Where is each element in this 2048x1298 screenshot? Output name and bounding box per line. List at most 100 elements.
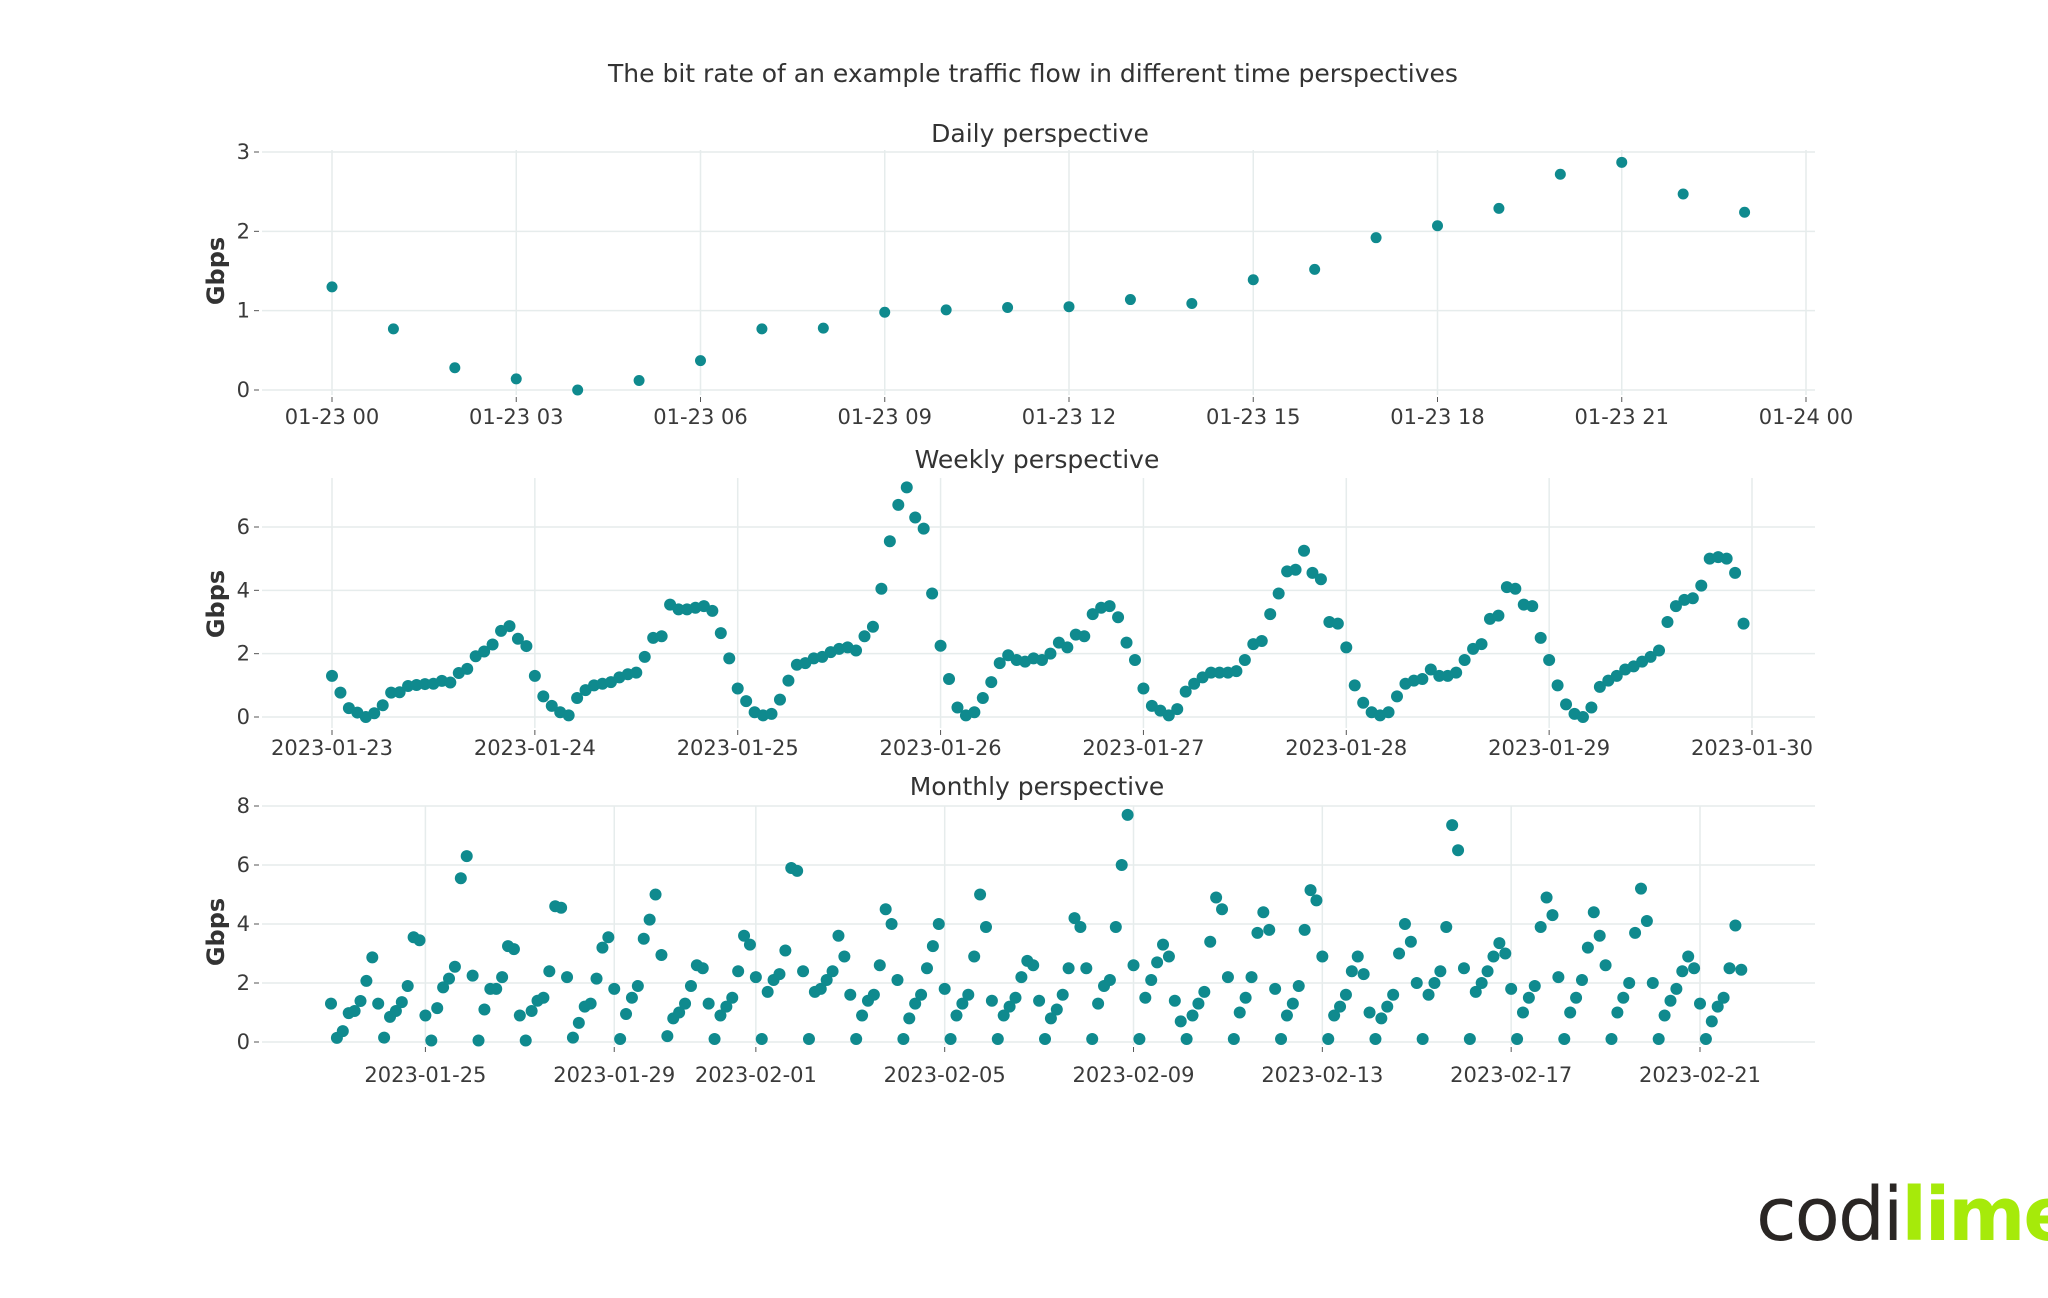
monthly-data-point [1210, 891, 1223, 904]
weekly-data-point [976, 692, 989, 704]
weekly-data-point [723, 652, 736, 665]
monthly-data-point [1316, 950, 1329, 963]
monthly-data-point [732, 965, 745, 978]
monthly-data-point [1593, 929, 1606, 942]
weekly-data-point [1162, 709, 1175, 722]
monthly-y-tick-label: 6 [237, 853, 250, 877]
monthly-data-point [348, 1005, 361, 1018]
monthly-data-point [1546, 909, 1559, 922]
monthly-data-point [738, 929, 751, 942]
monthly-data-point [708, 1033, 721, 1046]
weekly-data-point [1188, 677, 1201, 690]
weekly-data-point [630, 666, 643, 679]
monthly-data-point [336, 1025, 349, 1038]
weekly-data-point [537, 690, 550, 703]
monthly-data-point [1688, 962, 1701, 975]
monthly-data-point [366, 951, 379, 964]
weekly-data-point [1424, 663, 1437, 676]
monthly-data-point [1056, 988, 1069, 1001]
monthly-data-point [513, 1009, 526, 1022]
weekly-y-tick-label: 4 [237, 578, 250, 602]
weekly-data-point [1492, 609, 1505, 622]
weekly-data-point [1450, 666, 1463, 679]
monthly-data-point [596, 941, 609, 954]
weekly-data-point [562, 709, 575, 722]
weekly-data-point [1433, 669, 1446, 682]
monthly-data-point [572, 1016, 585, 1029]
weekly-data-point [1737, 617, 1750, 630]
daily-x-tick-label: 01-23 00 [285, 405, 379, 429]
monthly-data-point [749, 971, 762, 984]
monthly-data-point [395, 996, 408, 1009]
monthly-data-point [1292, 979, 1305, 992]
monthly-data-point [401, 979, 414, 992]
daily-x-tick-label: 01-23 06 [653, 405, 747, 429]
daily-data-point [1432, 220, 1443, 232]
monthly-data-point [879, 903, 892, 916]
monthly-data-point [1221, 971, 1234, 984]
monthly-data-point [525, 1005, 538, 1018]
daily-data-point [1186, 298, 1198, 310]
monthly-data-point [1227, 1033, 1240, 1046]
daily-data-point [572, 384, 584, 396]
weekly-data-point [672, 603, 685, 616]
weekly-x-tick-label: 2023-01-26 [880, 736, 1002, 760]
daily-data-point [879, 306, 891, 318]
weekly-data-point [393, 686, 406, 699]
monthly-data-point [1033, 994, 1046, 1007]
monthly-data-point [419, 1009, 432, 1022]
monthly-data-point [1080, 962, 1093, 975]
weekly-data-point [461, 662, 474, 675]
weekly-data-point [1340, 641, 1353, 654]
monthly-data-point [1322, 1033, 1335, 1046]
daily-y-tick-label: 2 [237, 219, 250, 243]
monthly-data-point [631, 979, 644, 992]
weekly-data-point [1720, 552, 1733, 565]
monthly-data-point [1062, 962, 1075, 975]
monthly-data-point [431, 1002, 444, 1015]
weekly-data-point [545, 699, 558, 712]
monthly-data-point [897, 1033, 910, 1046]
monthly-data-point [1410, 977, 1423, 989]
weekly-data-point [1238, 654, 1251, 666]
weekly-data-point [1416, 673, 1429, 685]
weekly-data-point [1230, 665, 1243, 678]
monthly-data-point [454, 872, 467, 885]
daily-data-point [1370, 232, 1382, 244]
weekly-data-point [1036, 654, 1048, 666]
weekly-data-point [1179, 685, 1192, 698]
monthly-data-point [360, 974, 373, 987]
weekly-data-point [511, 632, 524, 645]
monthly-data-point [926, 940, 939, 953]
weekly-x-tick-label: 2023-01-30 [1691, 736, 1813, 760]
monthly-data-point [1339, 988, 1352, 1001]
monthly-data-point [1003, 1000, 1016, 1013]
weekly-data-point [1534, 631, 1547, 644]
monthly-data-point [1086, 1033, 1099, 1046]
weekly-data-point [1306, 566, 1319, 579]
monthly-data-point [1564, 1006, 1577, 1019]
monthly-data-point [867, 988, 880, 1001]
monthly-y-tick-label: 2 [237, 971, 250, 995]
monthly-data-point [1198, 985, 1211, 998]
monthly-data-point [1440, 920, 1453, 933]
monthly-data-point [1652, 1033, 1665, 1046]
monthly-data-point [614, 1033, 627, 1046]
monthly-data-point [1145, 974, 1158, 987]
monthly-data-point [354, 994, 367, 1007]
monthly-data-point [1682, 950, 1695, 963]
weekly-data-point [385, 686, 398, 699]
daily-data-point [1247, 274, 1259, 286]
monthly-data-point [1286, 997, 1299, 1010]
monthly-data-point [519, 1034, 532, 1047]
weekly-data-point [714, 627, 727, 640]
weekly-data-point [1213, 666, 1226, 679]
weekly-data-point [900, 481, 913, 494]
monthly-data-point [1416, 1033, 1429, 1046]
weekly-data-point [773, 693, 786, 706]
monthly-data-point [773, 968, 786, 981]
weekly-y-tick-label: 0 [237, 705, 250, 729]
monthly-data-point [844, 988, 857, 1001]
monthly-data-point [1404, 935, 1417, 948]
monthly-data-point [1115, 859, 1128, 871]
